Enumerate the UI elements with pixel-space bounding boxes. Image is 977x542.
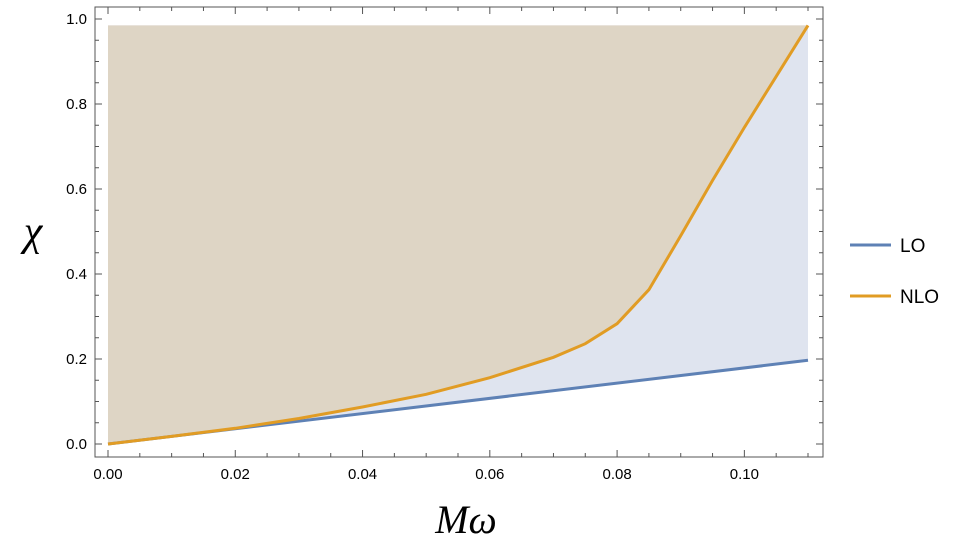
legend: LO NLO [850,236,939,308]
x-tick-label: 0.06 [475,466,504,483]
y-tick-label: 0.2 [66,351,87,368]
y-tick-label: 0.4 [66,266,87,283]
y-axis-title: χ [20,209,44,255]
plot-area [107,24,810,446]
nlo-region-fill [108,25,808,444]
x-tick-label: 0.04 [348,466,377,483]
x-tick-label: 0.02 [221,466,250,483]
legend-label-lo: LO [900,236,925,257]
legend-label-nlo: NLO [900,287,939,308]
x-axis: 0.00 0.02 0.04 0.06 0.08 0.10 [93,7,809,483]
x-axis-title: Mω [434,497,497,542]
nlo-curve [107,24,810,446]
y-tick-label: 0.6 [66,181,87,198]
y-axis: 0.0 0.2 0.4 0.6 0.8 1.0 [66,11,823,453]
x-tick-label: 0.00 [93,466,122,483]
x-tick-label: 0.10 [730,466,759,483]
y-tick-label: 0.8 [66,96,87,113]
y-tick-label: 0.0 [66,436,87,453]
y-tick-label: 1.0 [66,11,87,28]
x-tick-label: 0.08 [602,466,631,483]
